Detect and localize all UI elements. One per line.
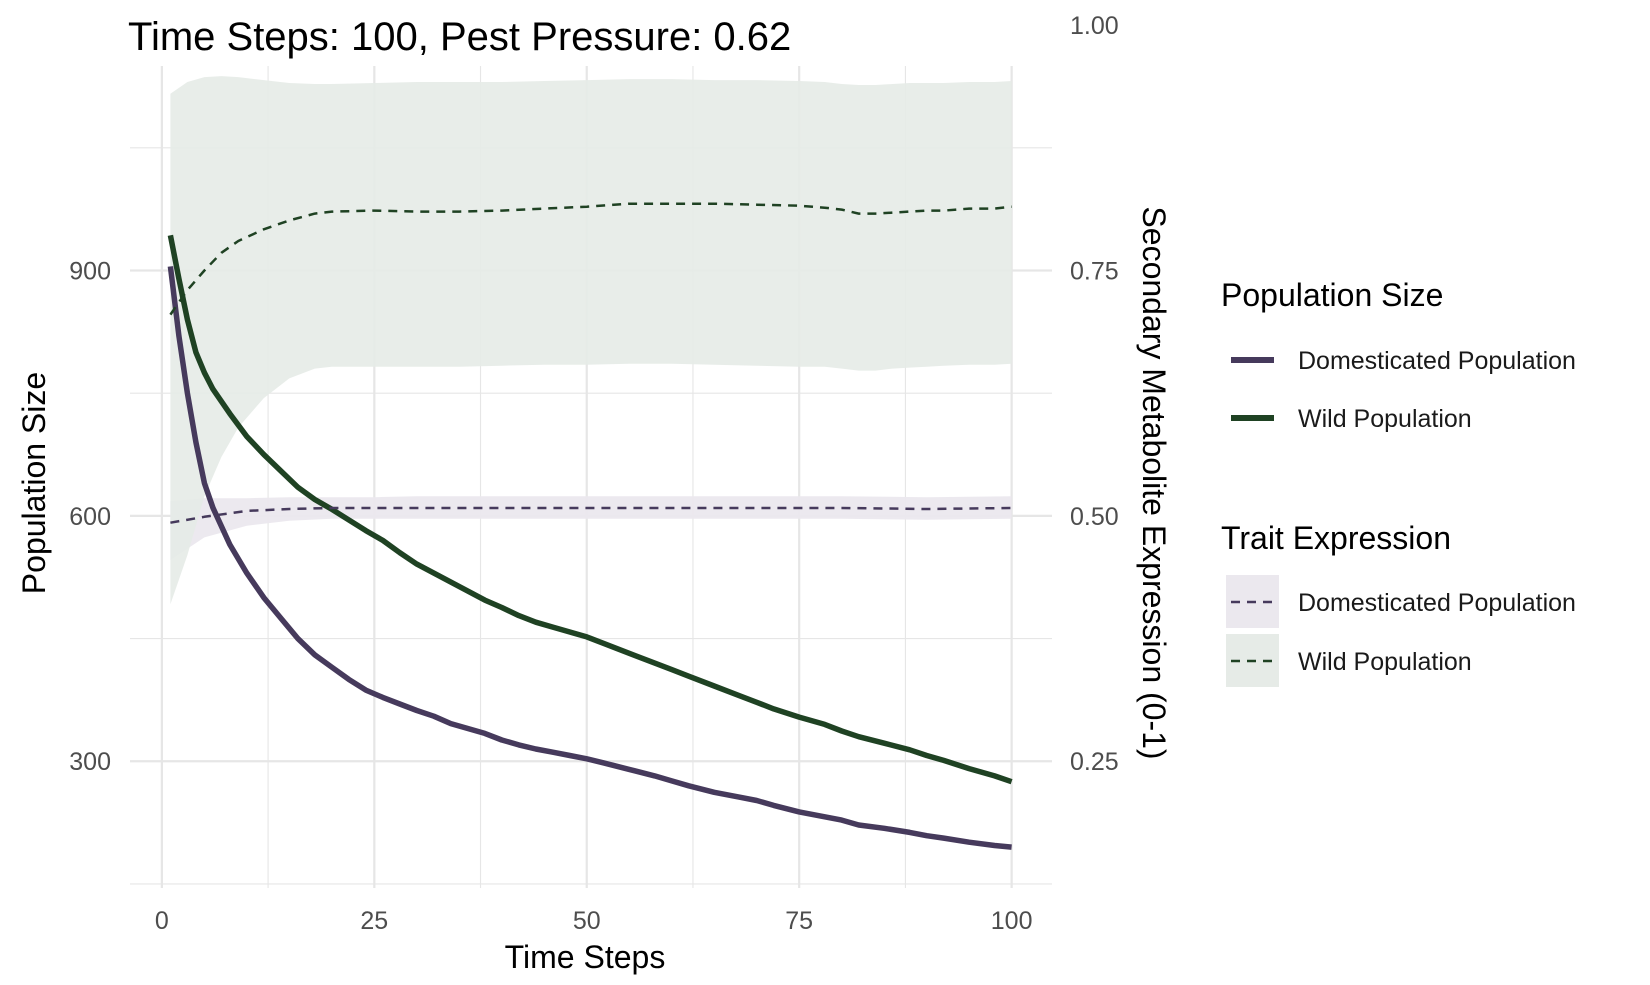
x-tick-label: 25 — [360, 907, 388, 935]
tick-labels: 0 25 50 75 100 300 600 900 0.25 0.50 0.75 1.00 — [69, 12, 1118, 935]
x-tick-label: 0 — [155, 907, 169, 935]
legend-population-title: Population Size — [1221, 277, 1443, 313]
band-wild-trait — [170, 76, 1012, 605]
y2-tick-label: 0.75 — [1070, 257, 1119, 285]
line-wild-population — [167, 234, 1013, 785]
x-tick-label: 50 — [573, 907, 601, 935]
x-tick-label: 100 — [991, 907, 1033, 935]
y2-tick-label: 0.50 — [1070, 503, 1119, 531]
line-wild-trait — [169, 202, 1012, 316]
legend-trait-title: Trait Expression — [1221, 520, 1451, 556]
y2-axis-title: Secondary Metabolite Expression (0-1) — [1136, 206, 1172, 759]
y-tick-label: 900 — [69, 257, 111, 285]
band-domesticated-trait — [170, 496, 1012, 560]
line-domesticated-population — [167, 266, 1012, 850]
legend-trait: Trait Expression Domesticated Population… — [1221, 520, 1576, 687]
legend-population-label-domesticated: Domesticated Population — [1298, 347, 1576, 375]
legend-population-label-wild: Wild Population — [1298, 405, 1472, 433]
legend-population: Population Size Domesticated Population … — [1221, 277, 1576, 433]
chart-title: Time Steps: 100, Pest Pressure: 0.62 — [128, 15, 791, 59]
y-tick-label: 600 — [69, 503, 111, 531]
x-axis-title: Time Steps — [505, 939, 666, 975]
line-domesticated-trait — [170, 506, 1012, 524]
series-lines — [167, 202, 1013, 850]
legend-trait-label-wild: Wild Population — [1298, 648, 1472, 676]
confidence-bands — [170, 76, 1012, 605]
y-tick-label: 300 — [69, 748, 111, 776]
legend-trait-label-domesticated: Domesticated Population — [1298, 589, 1576, 617]
y-axis-title: Population Size — [16, 372, 52, 594]
y2-tick-label: 1.00 — [1070, 12, 1119, 40]
x-tick-label: 75 — [785, 907, 813, 935]
y2-tick-label: 0.25 — [1070, 748, 1119, 776]
